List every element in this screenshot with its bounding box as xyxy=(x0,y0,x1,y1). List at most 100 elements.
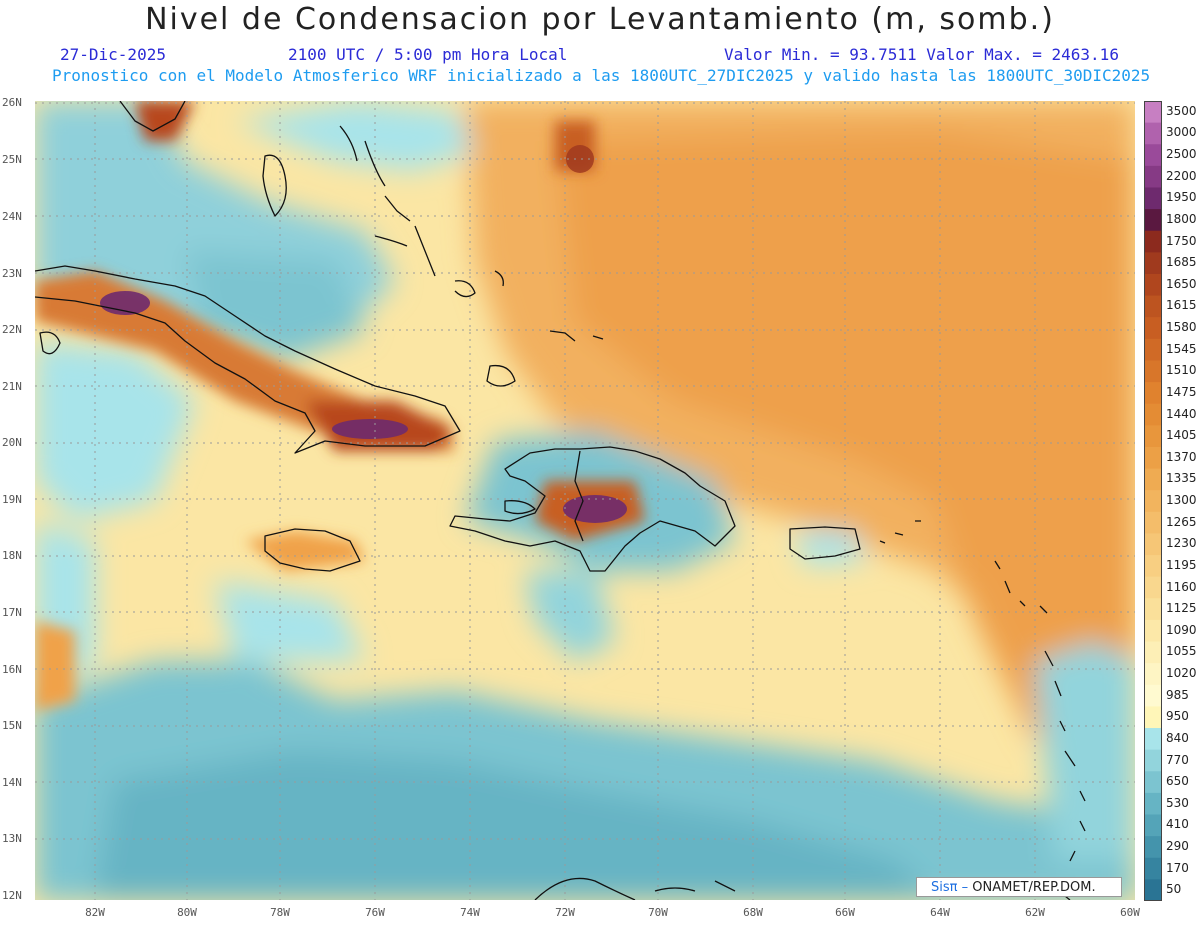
lon-label: 74W xyxy=(460,906,480,919)
colorbar-band xyxy=(1144,187,1162,210)
colorbar xyxy=(1144,101,1162,901)
colorbar-label: 290 xyxy=(1166,838,1189,853)
andros-coast xyxy=(262,154,287,217)
colorbar-band xyxy=(1144,122,1162,145)
colorbar-band xyxy=(1144,879,1162,901)
colorbar-label: 410 xyxy=(1166,817,1189,832)
exuma-coast xyxy=(384,195,411,222)
colorbar-band xyxy=(1144,857,1162,880)
colorbar-band xyxy=(1144,684,1162,707)
colorbar-band xyxy=(1144,209,1162,232)
lon-label: 60W xyxy=(1120,906,1140,919)
colorbar-label: 1160 xyxy=(1166,579,1197,594)
lon-label: 76W xyxy=(365,906,385,919)
colorbar-label: 1335 xyxy=(1166,471,1197,486)
colorbar-band xyxy=(1144,598,1162,621)
colorbar-band xyxy=(1144,101,1162,124)
colorbar-label: 1195 xyxy=(1166,557,1197,572)
colorbar-label: 1440 xyxy=(1166,406,1197,421)
lat-label: 17N xyxy=(2,606,22,619)
colorbar-band xyxy=(1144,273,1162,297)
colorbar-label: 650 xyxy=(1166,774,1189,789)
lon-label: 78W xyxy=(270,906,290,919)
lat-label: 25N xyxy=(2,153,22,166)
colorbar-label: 2500 xyxy=(1166,147,1197,162)
caicos-coast xyxy=(549,330,604,342)
colorbar-band xyxy=(1144,360,1162,383)
south-of-hispaniola-teal xyxy=(525,571,615,661)
lat-label: 13N xyxy=(2,832,22,845)
colorbar-label: 950 xyxy=(1166,709,1189,724)
dr-border xyxy=(574,450,584,542)
colorbar-label: 1475 xyxy=(1166,384,1197,399)
colorbar-label: 1090 xyxy=(1166,622,1197,637)
colorbar-label: 770 xyxy=(1166,752,1189,767)
isla-juventud-coast xyxy=(39,331,61,355)
colorbar-band xyxy=(1144,576,1162,599)
lat-label: 18N xyxy=(2,549,22,562)
jamaica-coast xyxy=(264,528,361,572)
colorbar-label: 2200 xyxy=(1166,168,1197,183)
atlantic-deep-orange xyxy=(555,131,1135,541)
colorbar-band xyxy=(1144,555,1162,578)
cuba-coast xyxy=(35,265,461,454)
colorbar-label: 1685 xyxy=(1166,255,1197,270)
colorbar-band xyxy=(1144,252,1162,275)
colorbar-band xyxy=(1144,317,1162,340)
acklins-coast xyxy=(454,270,504,298)
lat-label: 19N xyxy=(2,493,22,506)
lon-label: 62W xyxy=(1025,906,1045,919)
colorbar-label: 1265 xyxy=(1166,514,1197,529)
colorbar-band xyxy=(1144,468,1162,491)
colorbar-band xyxy=(1144,382,1162,405)
lon-label: 66W xyxy=(835,906,855,919)
south-caribbean-deep-teal xyxy=(95,751,935,900)
lat-label: 24N xyxy=(2,210,22,223)
venezuela-coast xyxy=(534,877,736,900)
puerto-rico-teal xyxy=(795,531,865,566)
credit-box: Sisπ – ONAMET/REP.DOM. xyxy=(916,877,1122,897)
max-cuba-east xyxy=(332,419,408,439)
colorbar-label: 1405 xyxy=(1166,428,1197,443)
colorbar-band xyxy=(1144,749,1162,772)
colorbar-band xyxy=(1144,230,1162,253)
colorbar-label: 1800 xyxy=(1166,211,1197,226)
lat-label: 15N xyxy=(2,719,22,732)
lat-label: 20N xyxy=(2,436,22,449)
model-info: Pronostico con el Modelo Atmosferico WRF… xyxy=(52,66,1151,85)
colorbar-band xyxy=(1144,511,1162,534)
colorbar-label: 50 xyxy=(1166,882,1182,897)
colorbar-label: 985 xyxy=(1166,687,1189,702)
valid-date: 27-Dic-2025 xyxy=(60,45,166,64)
long-island-coast xyxy=(374,225,436,277)
colorbar-label: 1020 xyxy=(1166,666,1197,680)
credit-brand: Sisπ – xyxy=(931,880,969,895)
colorbar-band xyxy=(1144,619,1162,643)
colorbar-band xyxy=(1144,165,1162,188)
colorbar-band xyxy=(1144,792,1162,816)
central-teal xyxy=(185,251,365,361)
colorbar-band xyxy=(1144,144,1162,167)
lat-label: 21N xyxy=(2,380,22,393)
colorbar-label: 1300 xyxy=(1166,493,1197,507)
colorbar-band xyxy=(1144,663,1162,686)
colorbar-band xyxy=(1144,490,1162,513)
colorbar-label: 1370 xyxy=(1166,449,1197,464)
virgin-islands xyxy=(879,520,921,544)
puerto-rico-coast xyxy=(789,526,861,560)
eleuthera-coast xyxy=(339,125,386,187)
florida-coast xyxy=(119,101,186,132)
colorbar-label: 1750 xyxy=(1166,233,1197,248)
colorbar-label: 1055 xyxy=(1166,644,1197,659)
lon-label: 82W xyxy=(85,906,105,919)
west-orange-blob xyxy=(35,621,75,711)
colorbar-band xyxy=(1144,814,1162,837)
haiti-coast xyxy=(449,446,736,572)
colorbar-label: 840 xyxy=(1166,730,1189,745)
colorbar-label: 530 xyxy=(1166,795,1189,810)
colorbar-band xyxy=(1144,338,1162,361)
field-shading xyxy=(35,101,1135,900)
colorbar-label: 170 xyxy=(1166,860,1189,875)
nw-teal-patch xyxy=(235,101,475,171)
colorbar-label: 1510 xyxy=(1166,363,1197,378)
